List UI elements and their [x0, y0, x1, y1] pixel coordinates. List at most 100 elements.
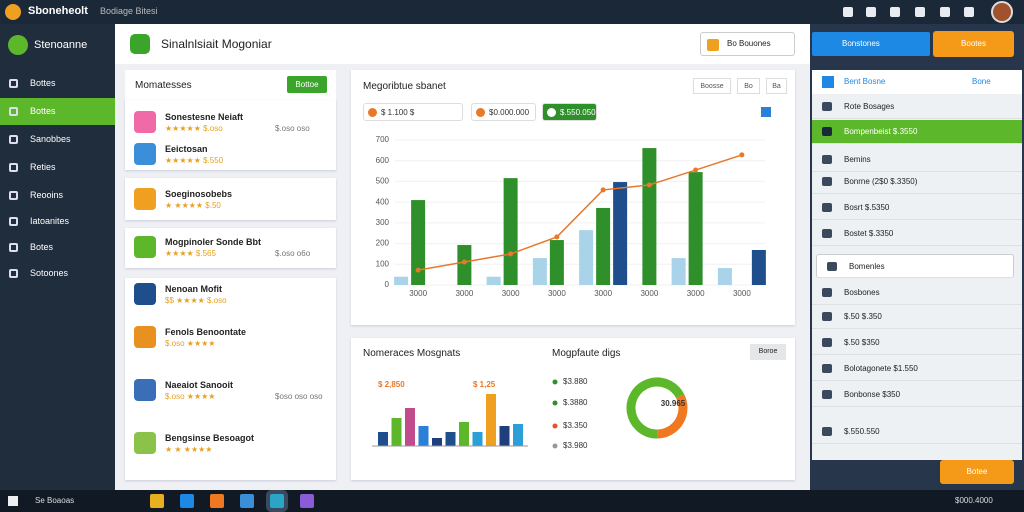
filter-chip[interactable]: $0.000.000: [471, 103, 536, 121]
button-label: Bonstones: [842, 39, 880, 48]
item-icon: [134, 236, 156, 258]
item-icon: [134, 432, 156, 454]
item-icon: [134, 111, 156, 133]
menu-icon: [9, 217, 18, 226]
list-row[interactable]: Bostet $.3350: [812, 222, 1022, 246]
chart-button[interactable]: Ba: [766, 78, 787, 94]
row-icon: [822, 312, 832, 321]
list-card: Soeginosobebs ★ ★★★★ $.50: [125, 178, 336, 220]
list-row[interactable]: Bonbonse $350: [812, 383, 1022, 407]
menu-item[interactable]: Reties: [0, 154, 115, 181]
item-name: Nenoan Mofit: [165, 284, 222, 294]
menu-item[interactable]: Bottes: [0, 70, 115, 97]
item-icon: [134, 379, 156, 401]
row-icon: [822, 229, 832, 238]
header-right: Bone: [972, 77, 991, 86]
menu-item[interactable]: Reooins: [0, 182, 115, 209]
list-row[interactable]: $.550.550: [812, 420, 1022, 444]
chart-button[interactable]: Boosse: [693, 78, 731, 94]
list-item[interactable]: Bengsinse Besoagot ★ ★ ★★★★: [125, 432, 336, 460]
list-item[interactable]: Fenols Benoontate $.oso ★★★★: [125, 326, 336, 354]
list-row[interactable]: Rote Bosages: [812, 95, 1022, 119]
filter-chip[interactable]: $ 1.100 $: [363, 103, 463, 121]
item-icon: [134, 188, 156, 210]
taskbar-search[interactable]: Se Boaoas: [35, 496, 75, 505]
app-title: Sboneheolt: [28, 5, 88, 17]
row-icon: [822, 203, 832, 212]
item-side: $.oso oso: [275, 124, 310, 133]
list-item[interactable]: Naeaiot Sanooit $.oso ★★★★ $oso oso oso: [125, 379, 336, 407]
chip-dot: [476, 108, 485, 117]
chip-label: $ 1.100 $: [381, 108, 415, 117]
menu-item[interactable]: Sanobbes: [0, 126, 115, 153]
clock: $000.4000: [955, 496, 993, 505]
bottom-orange-button[interactable]: Botee: [940, 460, 1014, 484]
top-icon[interactable]: [866, 7, 876, 17]
list-row[interactable]: Bomenles: [816, 254, 1014, 278]
chart-card: Megoribtue sbanet Boosse Bo Ba $ 1.100 $ $0.0…: [351, 70, 795, 325]
list-row[interactable]: $.50 $350: [812, 331, 1022, 355]
button-label: Bo Bouones: [727, 39, 771, 48]
row-label: $.50 $350: [844, 338, 880, 347]
filter-chip[interactable]: $.550.050: [542, 103, 597, 121]
item-name: Sonestesne Neiaft: [165, 112, 244, 122]
top-icon[interactable]: [940, 7, 950, 17]
row-icon: [822, 177, 832, 186]
orange-button[interactable]: Bootes: [933, 31, 1014, 57]
list-button[interactable]: Bottoe: [287, 76, 327, 93]
row-label: Bompenbeist $.3550: [844, 127, 918, 136]
list-item[interactable]: Nenoan Mofit $$ ★★★★ $.oso: [125, 283, 336, 311]
top-icon[interactable]: [843, 7, 853, 17]
bottom-button[interactable]: Boroe: [750, 344, 786, 360]
item-side: $.oso o6o: [275, 249, 311, 258]
side-list: Bent Bosne Bone Rote Bosages Bompenbeist $.…: [812, 70, 1022, 460]
top-icon[interactable]: [915, 7, 925, 17]
taskbar-app[interactable]: [180, 494, 194, 508]
row-icon: [822, 155, 832, 164]
list-row[interactable]: Bompenbeist $.3550: [812, 120, 1022, 144]
top-icon[interactable]: [964, 7, 974, 17]
row-label: $.50 $.350: [844, 312, 882, 321]
top-icon[interactable]: [890, 7, 900, 17]
menu-item[interactable]: Botes: [0, 234, 115, 261]
row-icon: [822, 364, 832, 373]
row-icon: [822, 338, 832, 347]
item-icon: [134, 326, 156, 348]
menu-icon: [9, 107, 18, 116]
brand-name: Stenoanne: [34, 39, 88, 51]
menu-label: Sanobbes: [30, 134, 71, 144]
menu-item[interactable]: Bottes: [0, 98, 115, 125]
list-row[interactable]: $.50 $.350: [812, 305, 1022, 329]
item-meta: ★★★★★ $.550: [165, 156, 224, 165]
chart-tool[interactable]: [761, 107, 771, 117]
header-button[interactable]: Bo Bouones: [700, 32, 795, 56]
taskbar-app[interactable]: [150, 494, 164, 508]
list-row[interactable]: Bosrt $.5350: [812, 196, 1022, 220]
list-item[interactable]: Sonestesne Neiaft ★★★★★ $.oso $.oso oso: [125, 111, 336, 139]
item-name: Eeictosan: [165, 144, 208, 154]
blue-button[interactable]: Bonstones: [812, 32, 930, 56]
start-button[interactable]: [8, 496, 18, 506]
list-item[interactable]: Eeictosan ★★★★★ $.550: [125, 143, 336, 171]
app-subtitle: Bodiage Bitesi: [100, 6, 158, 16]
taskbar-app[interactable]: [300, 494, 314, 508]
menu-label: Reties: [30, 162, 56, 172]
menu-item[interactable]: Sotoones: [0, 260, 115, 287]
taskbar-app[interactable]: [240, 494, 254, 508]
list-row[interactable]: Bosbones: [812, 281, 1022, 305]
menu-item[interactable]: Iatoanites: [0, 208, 115, 235]
list-card: Sonestesne Neiaft ★★★★★ $.oso $.oso oso Eei…: [125, 100, 336, 170]
item-meta: ★ ★★★★ $.50: [165, 201, 221, 210]
list-item[interactable]: Soeginosobebs ★ ★★★★ $.50: [125, 188, 336, 216]
menu-icon: [9, 79, 18, 88]
chart-button[interactable]: Bo: [737, 78, 760, 94]
taskbar-app[interactable]: [210, 494, 224, 508]
avatar[interactable]: [991, 1, 1013, 23]
list-row[interactable]: Bonrne (2$0 $.3350): [812, 170, 1022, 194]
menu-label: Botes: [30, 242, 54, 252]
list-row[interactable]: Bolotagonete $1.550: [812, 357, 1022, 381]
taskbar-app[interactable]: [270, 494, 284, 508]
list-row[interactable]: Bemins: [812, 148, 1022, 172]
list-item[interactable]: Mogpinoler Sonde Bbt ★★★★ $.565 $.oso o6o: [125, 236, 336, 264]
